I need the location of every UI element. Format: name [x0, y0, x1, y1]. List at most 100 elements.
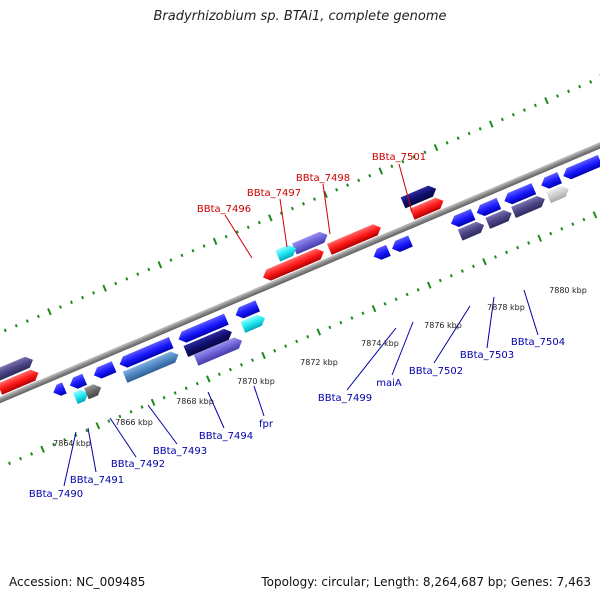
- minor-tick: [494, 255, 498, 259]
- gene-feature[interactable]: [275, 243, 298, 262]
- gene-label-reverse[interactable]: BBta_7491: [70, 475, 124, 486]
- gene-label-reverse[interactable]: BBta_7502: [409, 366, 463, 377]
- minor-tick: [162, 395, 166, 400]
- gene-feature[interactable]: [122, 349, 181, 383]
- minor-tick: [589, 80, 593, 84]
- minor-tick: [533, 103, 537, 108]
- gene-label-reverse[interactable]: maiA: [376, 378, 402, 389]
- minor-tick: [456, 136, 460, 140]
- scale-label: 7876 kbp: [424, 321, 462, 330]
- gene-feature[interactable]: [0, 367, 41, 395]
- major-tick: [47, 308, 52, 316]
- gene-feature[interactable]: [511, 194, 547, 218]
- gene-feature[interactable]: [371, 244, 391, 262]
- minor-tick: [467, 131, 471, 136]
- gene-feature[interactable]: [73, 387, 91, 404]
- gene-feature[interactable]: [502, 183, 537, 207]
- gene-feature[interactable]: [474, 197, 502, 218]
- gene-label-reverse[interactable]: BBta_7494: [199, 431, 253, 442]
- minor-tick: [85, 428, 89, 433]
- minor-tick: [140, 405, 144, 409]
- major-tick: [482, 258, 487, 266]
- gene-feature[interactable]: [233, 300, 261, 320]
- major-tick: [157, 261, 163, 269]
- gene-feature[interactable]: [326, 222, 383, 255]
- minor-tick: [136, 272, 140, 276]
- gene-feature[interactable]: [91, 361, 117, 381]
- minor-tick: [191, 248, 195, 253]
- gene-feature[interactable]: [0, 354, 35, 383]
- minor-tick: [228, 367, 232, 372]
- tick-rows: [3, 73, 600, 466]
- accession-text: Accession: NC_009485: [9, 575, 146, 589]
- gene-feature[interactable]: [390, 235, 413, 254]
- gene-feature[interactable]: [485, 208, 514, 229]
- gene-feature[interactable]: [546, 183, 571, 204]
- minor-tick: [505, 250, 509, 255]
- gene-label-forward[interactable]: BBta_7497: [247, 188, 301, 199]
- gene-label-reverse[interactable]: BBta_7492: [111, 459, 165, 470]
- gene-label-reverse[interactable]: BBta_7503: [460, 350, 514, 361]
- minor-tick: [357, 178, 361, 183]
- gene-label-reverse[interactable]: fpr: [259, 419, 274, 430]
- gene-label-forward[interactable]: BBta_7498: [296, 173, 350, 184]
- gene-feature[interactable]: [457, 219, 487, 241]
- minor-tick: [63, 438, 67, 442]
- gene-feature[interactable]: [240, 312, 268, 333]
- minor-tick: [328, 325, 332, 330]
- genome-summary: Topology: circular; Length: 8,264,687 bp…: [261, 575, 591, 589]
- minor-tick: [511, 112, 515, 117]
- minor-tick: [346, 183, 350, 187]
- minor-tick: [567, 89, 571, 94]
- gene-feature[interactable]: [409, 195, 446, 220]
- minor-tick: [284, 344, 288, 348]
- minor-tick: [361, 311, 365, 316]
- label-connector-line: [63, 431, 77, 487]
- minor-tick: [70, 300, 74, 305]
- minor-tick: [147, 267, 151, 272]
- gene-feature[interactable]: [292, 229, 330, 255]
- gene-label-forward[interactable]: BBta_7496: [197, 204, 251, 215]
- minor-tick: [273, 349, 277, 353]
- minor-tick: [7, 461, 12, 466]
- major-tick: [537, 234, 542, 242]
- gene-feature[interactable]: [51, 382, 67, 398]
- scale-label: 7878 kbp: [487, 303, 525, 312]
- gene-feature[interactable]: [286, 246, 326, 273]
- minor-tick: [500, 117, 504, 122]
- gene-label-reverse[interactable]: BBta_7490: [29, 489, 83, 500]
- label-connector-line: [109, 417, 137, 458]
- gene-label-reverse[interactable]: BBta_7493: [153, 446, 207, 457]
- gene-feature[interactable]: [117, 337, 174, 370]
- gene-feature[interactable]: [539, 172, 562, 191]
- minor-tick: [246, 225, 250, 230]
- gene-feature[interactable]: [193, 335, 245, 366]
- gene-feature[interactable]: [68, 373, 87, 391]
- label-connector-line: [391, 321, 414, 376]
- gene-label-reverse[interactable]: BBta_7504: [511, 337, 565, 348]
- gene-feature[interactable]: [561, 154, 600, 182]
- gene-label-reverse[interactable]: BBta_7499: [318, 393, 372, 404]
- minor-tick: [405, 292, 409, 297]
- gene-label-forward[interactable]: BBta_7501: [372, 152, 426, 163]
- minor-tick: [339, 320, 343, 325]
- major-tick: [433, 143, 439, 152]
- gene-feature[interactable]: [84, 382, 103, 400]
- gene-feature[interactable]: [183, 326, 234, 358]
- major-tick: [206, 375, 211, 383]
- minor-tick: [202, 244, 206, 248]
- major-tick: [426, 281, 432, 289]
- label-connector-line: [523, 289, 539, 336]
- gene-feature[interactable]: [449, 208, 476, 229]
- feature-labels: BBta_7496 BBta_7497 BBta_7498 BBta_7501 BBta…: [29, 152, 565, 500]
- minor-tick: [184, 386, 188, 391]
- gene-feature[interactable]: [261, 260, 293, 283]
- gene-feature[interactable]: [176, 313, 229, 345]
- major-tick: [378, 167, 384, 175]
- minor-tick: [30, 452, 34, 456]
- minor-tick: [295, 339, 299, 344]
- minor-tick: [394, 297, 398, 301]
- label-connector-line: [87, 427, 97, 473]
- minor-tick: [571, 222, 575, 226]
